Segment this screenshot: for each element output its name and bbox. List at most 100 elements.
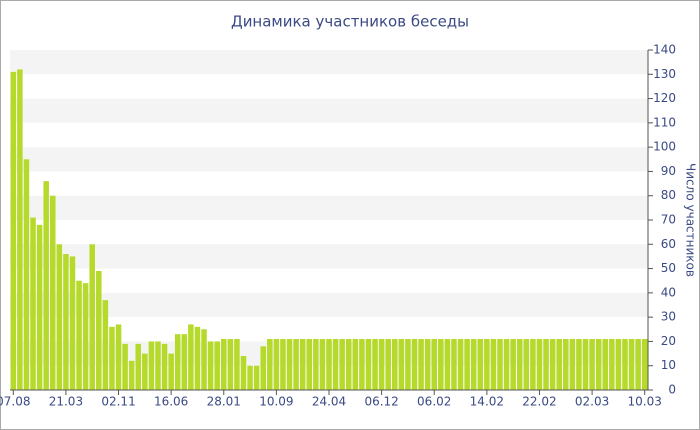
bar — [188, 324, 194, 390]
bar — [332, 339, 339, 390]
bar — [628, 339, 635, 390]
bar — [484, 339, 490, 390]
bar — [563, 339, 569, 390]
bar — [569, 339, 576, 390]
x-tick-label: 02.11 — [101, 395, 135, 409]
bar — [30, 217, 36, 390]
bar — [260, 346, 266, 390]
chart-title: Динамика участников беседы — [231, 13, 469, 31]
y-tick-label: 110 — [653, 115, 676, 129]
bar — [267, 339, 273, 390]
bar — [168, 353, 174, 390]
bar — [96, 271, 102, 390]
y-tick-label: 90 — [661, 164, 676, 178]
x-tick-label: 06.12 — [364, 395, 398, 409]
bar — [615, 339, 622, 390]
bar — [411, 339, 418, 390]
bar — [352, 339, 359, 390]
bar — [536, 339, 543, 390]
bar — [405, 339, 411, 390]
bar — [234, 339, 240, 390]
bar — [36, 224, 43, 390]
bar — [398, 339, 405, 390]
bar — [280, 339, 286, 390]
bar — [372, 339, 378, 390]
x-tick-label: 16.06 — [154, 395, 188, 409]
bar — [89, 244, 95, 390]
bar — [444, 339, 451, 390]
bar — [76, 280, 82, 390]
grid-band — [10, 292, 648, 318]
y-tick-label: 100 — [653, 140, 676, 154]
bar — [23, 159, 30, 390]
x-tick-label: 22.02 — [522, 395, 556, 409]
grid-band — [10, 244, 648, 269]
bar — [490, 339, 497, 390]
bar — [201, 329, 207, 390]
x-tick-label: 14.02 — [470, 395, 504, 409]
bar — [503, 339, 510, 390]
y-tick-label: 70 — [661, 213, 676, 227]
y-tick-label: 20 — [661, 334, 676, 348]
x-tick-label: 10.03 — [628, 395, 662, 409]
bar — [148, 341, 155, 390]
bar — [69, 256, 76, 390]
bar — [378, 339, 385, 390]
y-tick-label: 120 — [653, 91, 676, 105]
y-tick-label: 30 — [661, 310, 676, 324]
bar — [510, 339, 516, 390]
bar — [595, 339, 602, 390]
bar — [286, 339, 293, 390]
bar — [576, 339, 582, 390]
y-tick-label: 0 — [668, 383, 676, 397]
bar — [221, 339, 227, 390]
bar — [457, 339, 464, 390]
bar — [530, 339, 536, 390]
bar — [549, 339, 556, 390]
bar — [207, 341, 214, 390]
bar — [451, 339, 457, 390]
bar — [470, 339, 477, 390]
x-tick-label: 10.09 — [259, 395, 293, 409]
bar — [115, 324, 122, 390]
bar — [424, 339, 431, 390]
y-tick-label: 80 — [661, 188, 676, 202]
bar — [227, 339, 234, 390]
bar — [365, 339, 372, 390]
grid-band — [10, 98, 648, 123]
bar — [602, 339, 609, 390]
bar — [523, 339, 530, 390]
bar — [240, 356, 247, 390]
bar — [385, 339, 391, 390]
y-axis-label: Число участников — [684, 163, 698, 277]
bar — [313, 339, 319, 390]
bar — [181, 334, 188, 390]
y-tick-label: 50 — [661, 261, 676, 275]
x-tick-label: 28.01 — [207, 395, 241, 409]
bar — [253, 365, 260, 390]
bar — [10, 71, 17, 390]
x-tick-label: 07.08 — [0, 395, 30, 409]
y-tick-label: 10 — [661, 358, 676, 372]
bar — [109, 326, 115, 390]
bar — [194, 326, 201, 390]
bar — [543, 339, 549, 390]
bar — [122, 343, 128, 390]
bar — [431, 339, 437, 390]
bar — [56, 244, 63, 390]
y-tick-label: 60 — [661, 237, 676, 251]
bar — [609, 339, 615, 390]
bar — [589, 339, 595, 390]
bar — [17, 69, 23, 390]
grid-band — [10, 50, 648, 75]
bar — [155, 341, 161, 390]
bar — [174, 334, 181, 390]
bar — [418, 339, 424, 390]
bar — [273, 339, 280, 390]
grid-band — [10, 195, 648, 220]
grid-band — [10, 147, 648, 172]
bar — [306, 339, 313, 390]
y-tick-label: 40 — [661, 285, 676, 299]
bar — [102, 300, 109, 390]
